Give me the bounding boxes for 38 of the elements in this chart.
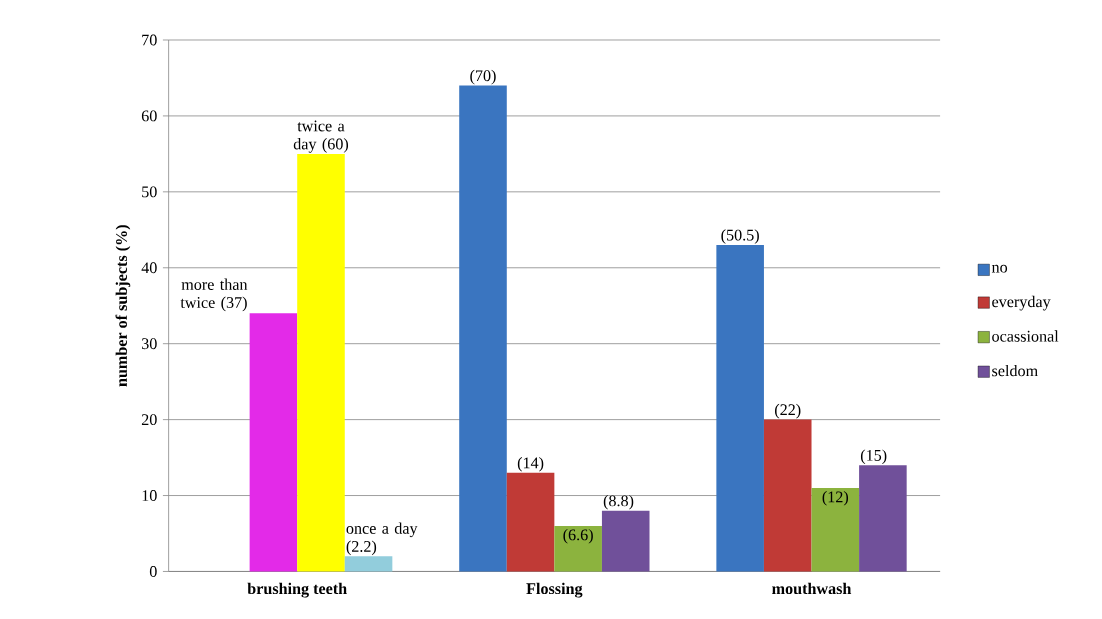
annotation: (22) <box>775 403 801 419</box>
y-tick-label: 40 <box>141 262 157 274</box>
y-tick-label: 30 <box>141 338 157 350</box>
bar <box>763 419 812 572</box>
bar <box>506 472 555 572</box>
bar <box>716 244 764 572</box>
annotation: (8.8) <box>603 494 634 510</box>
annotation: (14) <box>517 456 544 472</box>
annotation: twice a day (60) <box>293 120 349 153</box>
y-tick-label: 0 <box>149 565 157 577</box>
bar <box>344 556 393 572</box>
annotation: (6.6) <box>563 528 593 544</box>
bar <box>601 510 650 572</box>
legend-label: seldom <box>992 364 1038 377</box>
y-tick-label: 50 <box>142 186 157 198</box>
bar <box>859 465 907 572</box>
bar <box>249 313 298 572</box>
y-axis-title: number of subjects (%) <box>115 225 131 387</box>
annotation: (50.5) <box>721 229 759 244</box>
x-tick-label: Flossing <box>526 582 583 598</box>
annotation: (12) <box>822 490 849 506</box>
y-tick-label: 60 <box>141 110 157 122</box>
bar <box>811 487 860 572</box>
y-tick-label: 10 <box>142 490 157 501</box>
legend-label: everyday <box>992 295 1051 311</box>
annotation: (15) <box>860 449 887 464</box>
bar <box>554 525 602 572</box>
annotation: (70) <box>470 69 496 85</box>
bar <box>459 85 507 572</box>
bar <box>297 153 345 572</box>
x-tick-label: brushing teeth <box>247 582 347 598</box>
legend-label: no <box>991 264 1008 273</box>
y-tick-label: 70 <box>142 34 157 46</box>
y-tick-label: 20 <box>141 414 157 426</box>
annotation: once a day (2.2) <box>346 522 418 556</box>
x-tick-label: mouthwash <box>772 582 852 595</box>
annotation: more than twice (37) <box>180 278 248 312</box>
legend-label: ocassional <box>992 330 1059 342</box>
